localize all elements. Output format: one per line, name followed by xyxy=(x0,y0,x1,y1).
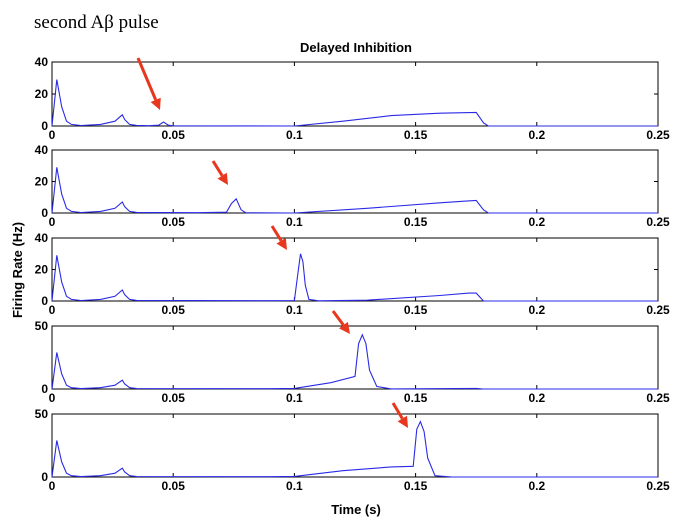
y-tick-label: 50 xyxy=(35,407,49,421)
x-tick-label: 0.1 xyxy=(286,391,303,405)
x-tick-label: 0.25 xyxy=(646,303,670,317)
red-arrow-5 xyxy=(391,402,408,428)
y-tick-label: 20 xyxy=(35,263,49,277)
annotation-arrows xyxy=(136,57,408,428)
x-tick-label: 0.05 xyxy=(162,479,186,493)
arrow-shaft xyxy=(391,402,404,420)
x-tick-label: 0 xyxy=(49,479,56,493)
y-tick-label: 20 xyxy=(35,87,49,101)
x-tick-label: 0.2 xyxy=(528,391,545,405)
y-tick-label: 0 xyxy=(41,382,48,396)
arrow-shaft xyxy=(270,225,283,242)
y-tick-label: 0 xyxy=(41,119,48,133)
x-tick-label: 0.2 xyxy=(528,215,545,229)
x-tick-label: 0 xyxy=(49,215,56,229)
x-tick-label: 0.25 xyxy=(646,479,670,493)
arrow-head xyxy=(397,415,408,428)
x-tick-label: 0.15 xyxy=(404,128,428,142)
x-tick-label: 0.2 xyxy=(528,128,545,142)
arrow-head xyxy=(339,321,350,334)
x-tick-label: 0.2 xyxy=(528,303,545,317)
y-tick-label: 0 xyxy=(41,470,48,484)
x-tick-label: 0.25 xyxy=(646,128,670,142)
subplot-1: 0 0.05 0.1 0.15 0.2 0.25 0 20 40 xyxy=(35,55,670,142)
firing-rate-line xyxy=(51,253,658,302)
arrow-head xyxy=(150,97,161,110)
red-arrow-2 xyxy=(211,160,228,185)
arrow-shaft xyxy=(211,160,224,177)
subplot-4: 0 0.05 0.1 0.15 0.2 0.25 0 50 xyxy=(35,319,670,405)
arrow-shaft xyxy=(331,310,345,327)
x-tick-label: 0.05 xyxy=(162,391,186,405)
y-tick-label: 0 xyxy=(41,206,48,220)
firing-rate-line xyxy=(51,79,658,127)
arrow-head xyxy=(217,172,228,185)
x-tick-label: 0.05 xyxy=(162,215,186,229)
x-tick-label: 0.1 xyxy=(286,128,303,142)
firing-rate-line xyxy=(51,420,658,478)
x-tick-label: 0.25 xyxy=(646,391,670,405)
x-tick-label: 0.15 xyxy=(404,215,428,229)
y-axis-label: Firing Rate (Hz) xyxy=(10,222,25,318)
x-tick-label: 0.1 xyxy=(286,303,303,317)
axes-frame xyxy=(51,325,659,390)
x-tick-label: 0.05 xyxy=(162,128,186,142)
subplot-2: 0 0.05 0.1 0.15 0.2 0.25 0 20 40 xyxy=(35,143,670,229)
y-tick-label: 40 xyxy=(35,231,49,245)
x-tick-label: 0.1 xyxy=(286,215,303,229)
x-tick-label: 0 xyxy=(49,391,56,405)
y-tick-label: 40 xyxy=(35,143,49,157)
red-arrow-1 xyxy=(136,57,161,110)
y-tick-label: 40 xyxy=(35,55,49,69)
red-arrow-4 xyxy=(331,310,350,334)
axes-frame xyxy=(51,237,659,302)
x-tick-label: 0.05 xyxy=(162,303,186,317)
x-tick-label: 0.1 xyxy=(286,479,303,493)
red-arrow-3 xyxy=(270,225,287,250)
firing-rate-line xyxy=(51,333,658,390)
firing-rate-line xyxy=(51,167,658,214)
x-tick-label: 0.2 xyxy=(528,479,545,493)
annotation-text: second Aβ pulse xyxy=(34,12,159,33)
x-tick-label: 0.15 xyxy=(404,391,428,405)
x-tick-label: 0 xyxy=(49,303,56,317)
x-tick-label: 0.15 xyxy=(404,479,428,493)
subplot-5: 0 0.05 0.1 0.15 0.2 0.25 0 50 xyxy=(35,407,670,493)
y-tick-label: 20 xyxy=(35,175,49,189)
y-tick-label: 0 xyxy=(41,294,48,308)
x-tick-label: 0 xyxy=(49,128,56,142)
chart-title: Delayed Inhibition xyxy=(300,40,412,55)
axes-frame xyxy=(51,413,659,478)
arrow-head xyxy=(276,237,287,250)
x-axis-label: Time (s) xyxy=(331,502,381,517)
arrow-shaft xyxy=(136,57,158,101)
subplot-3: 0 0.05 0.1 0.15 0.2 0.25 0 20 40 xyxy=(35,231,670,317)
x-tick-label: 0.15 xyxy=(404,303,428,317)
y-tick-label: 50 xyxy=(35,319,49,333)
axes-frame xyxy=(51,149,659,214)
x-tick-label: 0.25 xyxy=(646,215,670,229)
